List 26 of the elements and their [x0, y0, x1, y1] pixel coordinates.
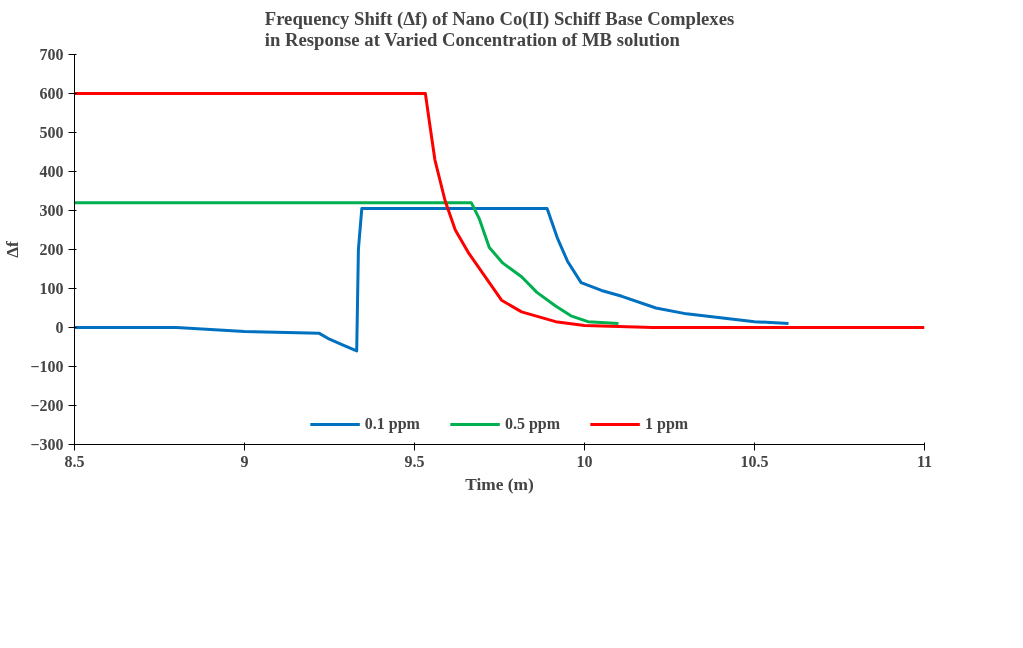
- y-tick-label: −300: [30, 436, 64, 453]
- y-tick-label: −100: [30, 358, 64, 375]
- x-tick-label: 9.5: [404, 452, 425, 470]
- y-axis-title: Δf: [3, 240, 23, 258]
- legend-label: 0.1 ppm: [364, 415, 420, 433]
- chart-title: Frequency Shift (Δf) of Nano Co(II) Schiff Base Complexes in Response at Varied Concentration of MB solution: [264, 7, 735, 50]
- y-tick-label: 500: [39, 124, 64, 141]
- x-tick-label: 9: [240, 452, 249, 470]
- y-tick-label: 0: [55, 319, 64, 336]
- line-series: [74, 207, 790, 353]
- x-axis-title: Time (m): [465, 474, 534, 494]
- y-tick-label: 100: [39, 280, 64, 297]
- x-tick-label: 8.5: [64, 452, 85, 470]
- y-tick-label: 200: [39, 241, 64, 258]
- x-tick-label: 11: [916, 452, 933, 470]
- legend-label: 0.5 ppm: [504, 415, 561, 433]
- y-tick-label: −200: [30, 397, 64, 414]
- y-tick-label: 400: [39, 163, 64, 180]
- line-series: [74, 92, 925, 329]
- y-tick-label: 600: [39, 85, 64, 102]
- line-series: [74, 201, 620, 326]
- y-tick-label: 700: [39, 46, 64, 63]
- x-tick-label: 10.5: [740, 452, 769, 470]
- y-tick-label: 300: [39, 202, 64, 219]
- legend-label: 1 ppm: [645, 415, 689, 433]
- x-tick-label: 10: [576, 452, 593, 470]
